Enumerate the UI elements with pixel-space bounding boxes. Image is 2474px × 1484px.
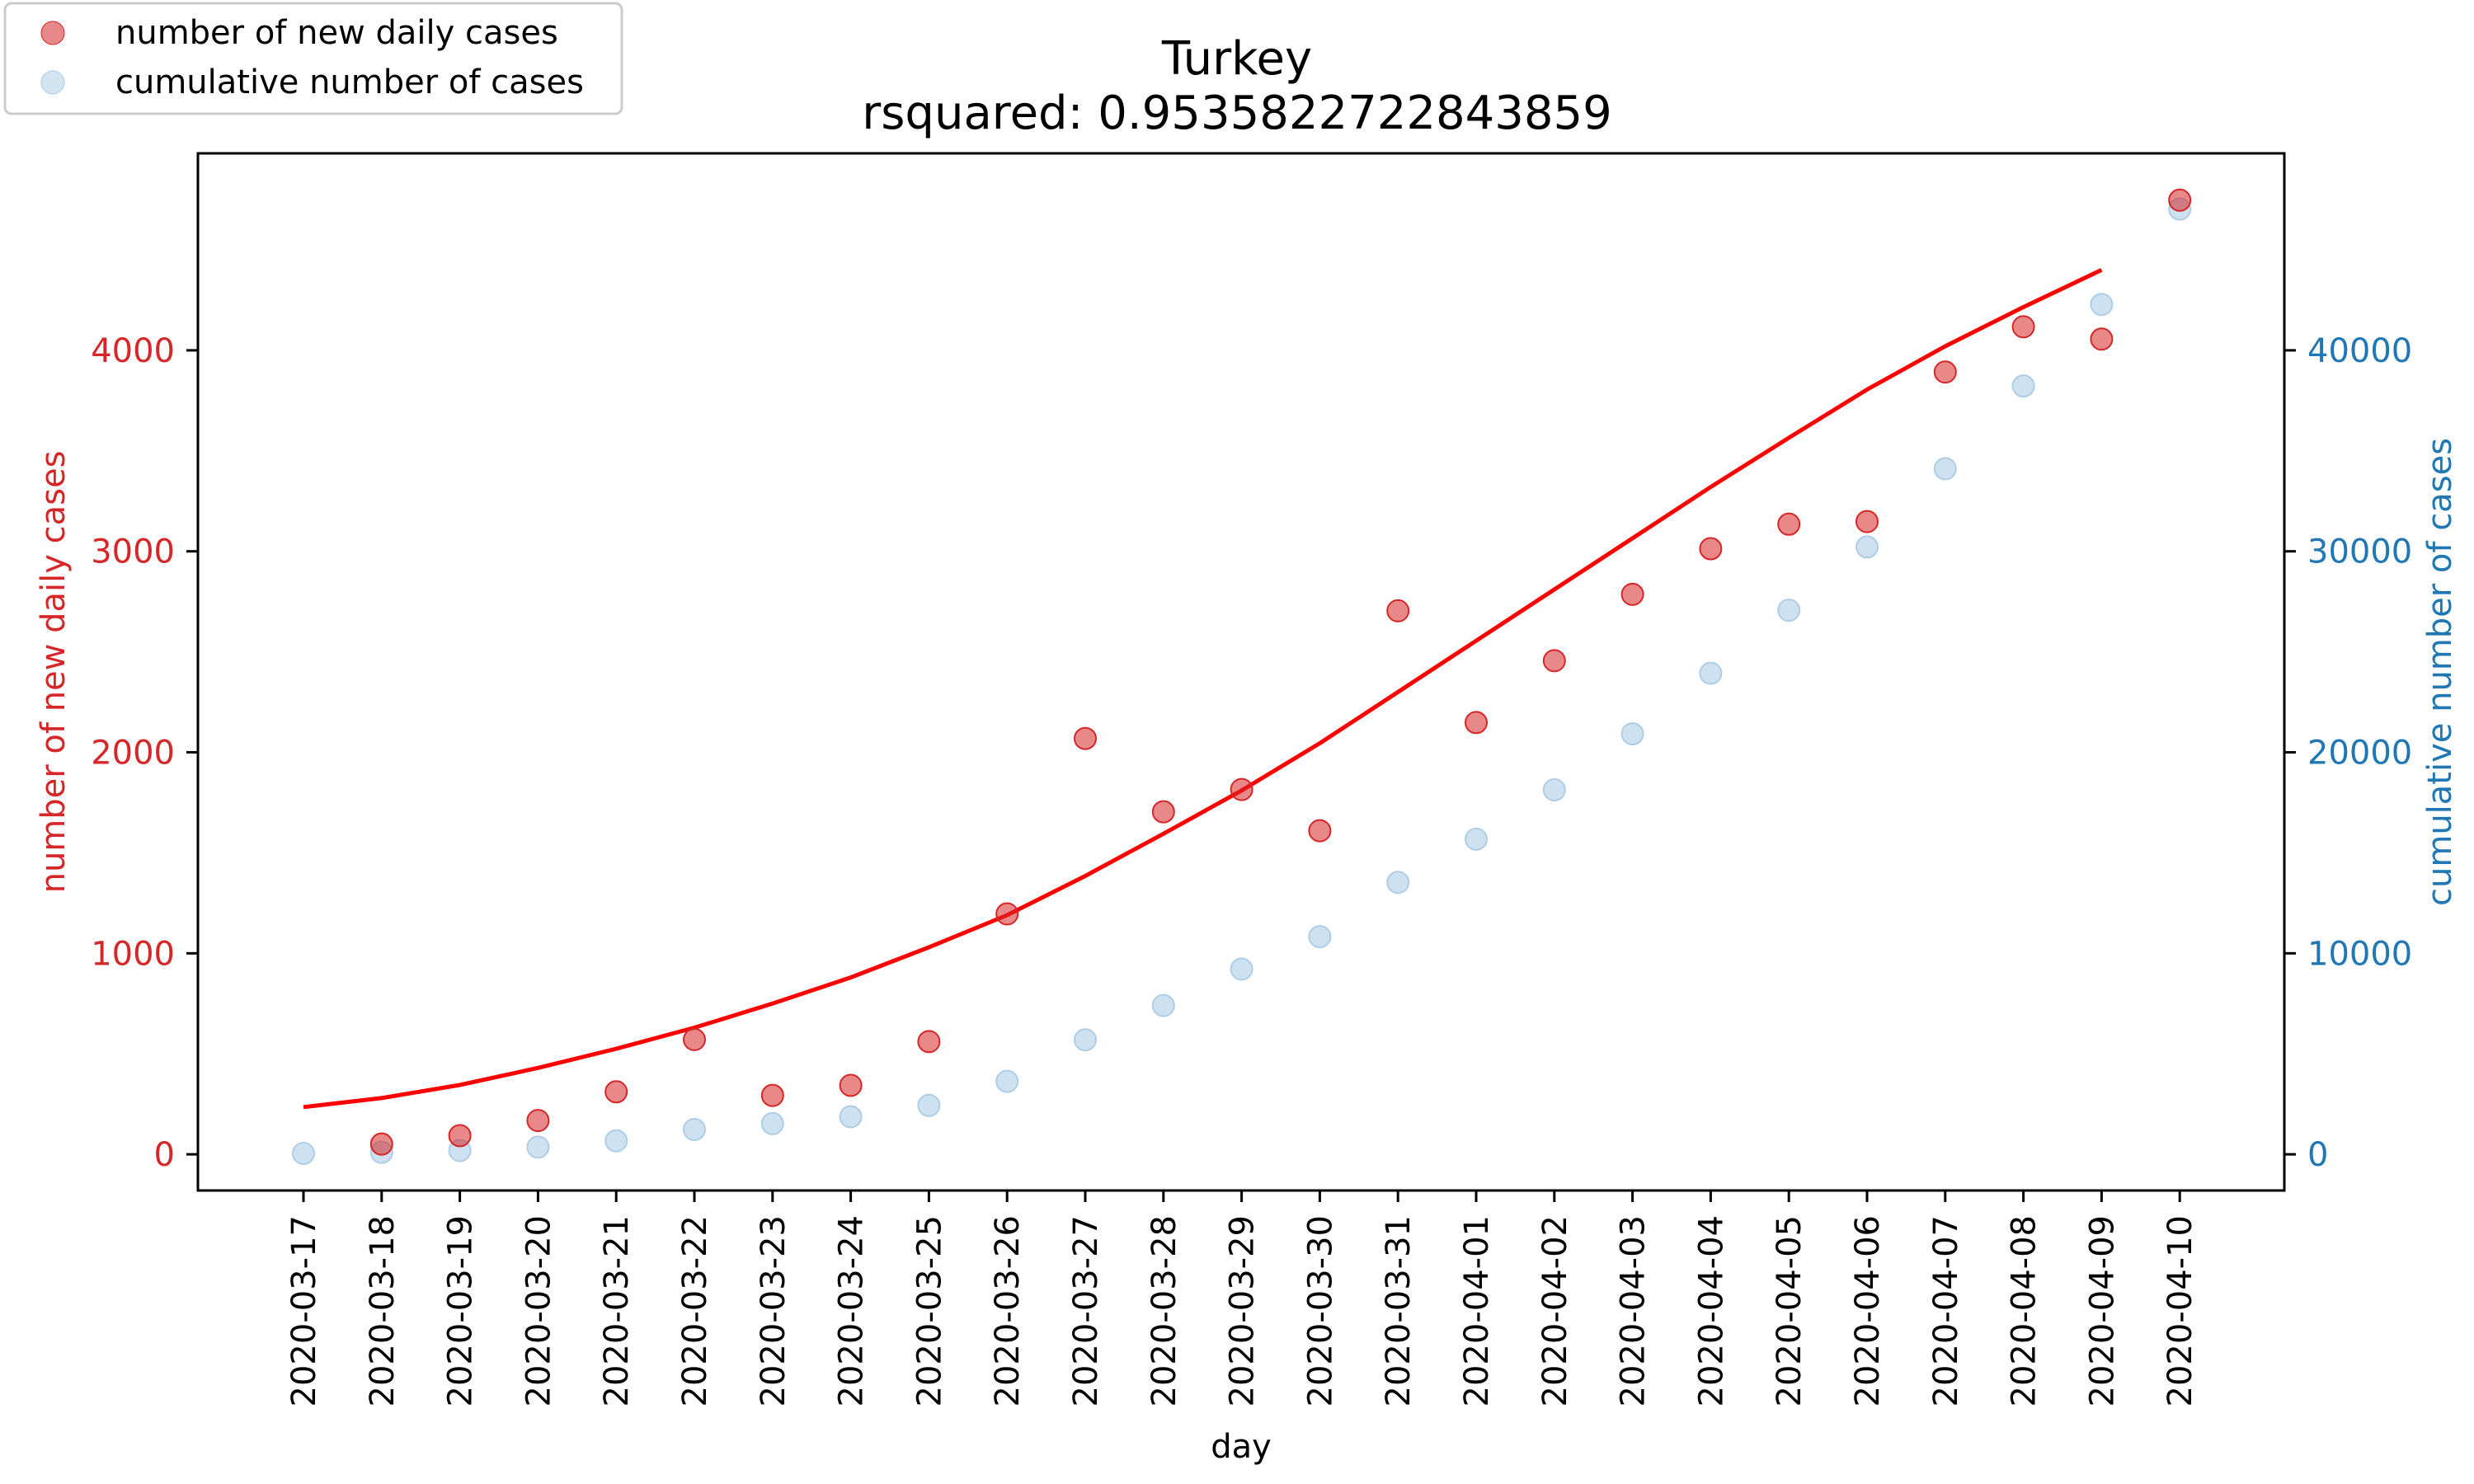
y-tick-label-left: 0 xyxy=(154,1136,175,1174)
new-cases-point xyxy=(1935,361,1956,383)
new-cases-point xyxy=(1231,779,1253,801)
x-tick-label: 2020-04-10 xyxy=(2161,1215,2199,1407)
cumulative-point xyxy=(1231,958,1253,979)
new-cases-point xyxy=(371,1134,393,1155)
new-cases-point xyxy=(1075,728,1096,749)
chart-subtitle: rsquared: 0.9535822722843859 xyxy=(862,87,1612,140)
x-tick-label: 2020-03-30 xyxy=(1301,1215,1339,1407)
new-cases-point xyxy=(1778,514,1799,535)
cumulative-point xyxy=(1387,871,1409,893)
x-tick-label: 2020-03-29 xyxy=(1224,1215,1262,1407)
x-tick-label: 2020-03-22 xyxy=(676,1215,714,1407)
y-tick-label-right: 40000 xyxy=(2307,332,2412,370)
new-cases-point xyxy=(996,904,1018,925)
cumulative-point xyxy=(1075,1029,1096,1050)
x-tick-label: 2020-03-18 xyxy=(364,1215,402,1407)
x-tick-label: 2020-04-05 xyxy=(1771,1215,1808,1407)
new-cases-point xyxy=(1700,538,1721,560)
x-tick-label: 2020-03-26 xyxy=(989,1215,1027,1407)
x-tick-label: 2020-04-07 xyxy=(1927,1215,1965,1407)
chart-title: Turkey xyxy=(1161,32,1312,86)
new-cases-point xyxy=(1465,711,1487,733)
x-tick-label: 2020-04-02 xyxy=(1536,1215,1574,1407)
cumulative-point xyxy=(684,1119,705,1140)
legend-label-new-cases: number of new daily cases xyxy=(115,14,558,52)
x-tick-label: 2020-03-24 xyxy=(833,1215,871,1407)
y-tick-label-left: 3000 xyxy=(91,533,175,571)
x-tick-label: 2020-04-09 xyxy=(2083,1215,2121,1407)
x-tick-label: 2020-03-21 xyxy=(598,1215,636,1407)
x-tick-label: 2020-03-17 xyxy=(285,1215,323,1407)
new-cases-point xyxy=(2169,190,2190,211)
new-cases-point xyxy=(918,1031,939,1052)
x-tick-label: 2020-03-23 xyxy=(755,1215,793,1407)
cumulative-point xyxy=(1622,723,1644,744)
x-tick-label: 2020-04-03 xyxy=(1615,1215,1653,1407)
cumulative-point xyxy=(996,1071,1018,1092)
x-tick-label: 2020-03-27 xyxy=(1067,1215,1105,1407)
x-tick-label: 2020-03-19 xyxy=(442,1215,480,1407)
y-tick-label-left: 4000 xyxy=(91,332,175,370)
cumulative-point xyxy=(1778,599,1799,621)
cumulative-point xyxy=(1465,829,1487,850)
new-cases-point xyxy=(1544,650,1565,671)
new-cases-point xyxy=(2091,328,2112,350)
x-tick-label: 2020-03-25 xyxy=(910,1215,948,1407)
new-cases-point xyxy=(449,1125,471,1146)
new-cases-point xyxy=(684,1029,705,1050)
new-cases-point xyxy=(1856,511,1878,533)
cumulative-point xyxy=(2091,294,2112,315)
new-cases-point xyxy=(1309,820,1330,842)
x-tick-label: 2020-04-06 xyxy=(1849,1215,1887,1407)
cumulative-point xyxy=(605,1130,627,1152)
x-tick-label: 2020-04-08 xyxy=(2006,1215,2044,1407)
cumulative-point xyxy=(1856,536,1878,557)
new-cases-point xyxy=(840,1074,862,1096)
new-cases-point xyxy=(605,1081,627,1102)
new-cases-point xyxy=(1622,584,1644,605)
cumulative-point xyxy=(840,1106,862,1127)
new-cases-point xyxy=(2013,316,2034,337)
cumulative-point xyxy=(293,1143,314,1164)
cumulative-point xyxy=(762,1113,783,1134)
y-tick-label-left: 1000 xyxy=(91,935,175,973)
new-cases-point xyxy=(1387,600,1409,622)
y-axis-label-right: cumulative number of cases xyxy=(2421,438,2459,906)
y-tick-label-right: 20000 xyxy=(2307,735,2412,773)
legend-marker-new-cases xyxy=(41,21,64,45)
cumulative-point xyxy=(1700,663,1721,684)
new-cases-point xyxy=(762,1085,783,1106)
cumulative-point xyxy=(527,1136,548,1158)
x-axis-label: day xyxy=(1211,1428,1272,1466)
cumulative-point xyxy=(1153,995,1174,1017)
legend: number of new daily cases cumulative num… xyxy=(5,3,622,114)
y-tick-label-left: 2000 xyxy=(91,735,175,773)
cumulative-point xyxy=(2013,375,2034,397)
cumulative-point xyxy=(1935,458,1956,480)
y-axis-label-left: number of new daily cases xyxy=(35,451,73,894)
x-tick-label: 2020-04-01 xyxy=(1458,1215,1496,1407)
new-cases-point xyxy=(1153,801,1174,823)
new-cases-point xyxy=(527,1110,548,1131)
x-tick-label: 2020-04-04 xyxy=(1692,1215,1730,1407)
legend-label-cumulative: cumulative number of cases xyxy=(115,63,584,101)
x-tick-label: 2020-03-28 xyxy=(1145,1215,1183,1407)
x-tick-label: 2020-03-31 xyxy=(1380,1215,1418,1407)
y-tick-label-right: 30000 xyxy=(2307,533,2412,571)
cumulative-point xyxy=(918,1095,939,1116)
y-tick-label-right: 0 xyxy=(2307,1136,2328,1174)
cumulative-point xyxy=(1309,926,1330,947)
legend-marker-cumulative xyxy=(41,71,64,94)
cumulative-point xyxy=(1544,779,1565,801)
y-tick-label-right: 10000 xyxy=(2307,935,2412,973)
x-tick-label: 2020-03-20 xyxy=(520,1215,557,1407)
